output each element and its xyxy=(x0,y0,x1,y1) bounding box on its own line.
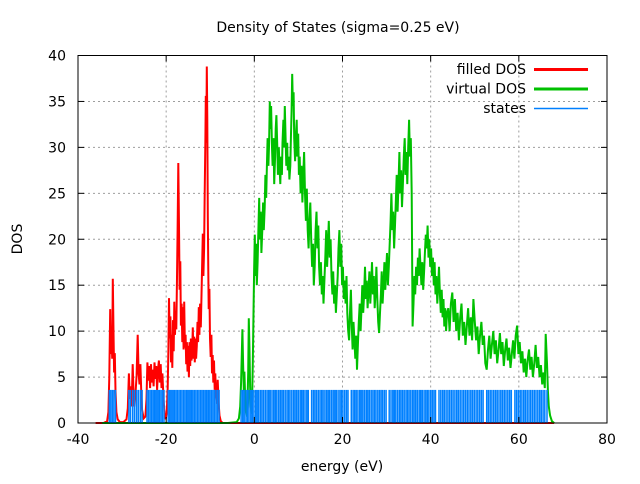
legend-item-states: states xyxy=(483,101,588,117)
states-impulses xyxy=(108,389,548,423)
y-tick-label: 20 xyxy=(48,232,66,248)
y-tick-label: 25 xyxy=(48,186,66,202)
y-tick-label: 30 xyxy=(48,140,66,156)
y-axis-label: DOS xyxy=(10,224,26,255)
x-tick-label: 60 xyxy=(510,432,528,448)
legend: filled DOS virtual DOS states xyxy=(446,62,588,117)
x-tick-label: -40 xyxy=(67,432,90,448)
y-tick-label: 40 xyxy=(48,49,66,65)
legend-label-filled-dos: filled DOS xyxy=(457,62,526,78)
y-tick-label: 35 xyxy=(48,94,66,110)
chart-title: Density of States (sigma=0.25 eV) xyxy=(216,20,459,36)
legend-item-virtual-dos: virtual DOS xyxy=(446,82,588,98)
x-tick-label: 20 xyxy=(334,432,352,448)
y-tick-label: 10 xyxy=(48,324,66,340)
x-tick-label: 40 xyxy=(422,432,440,448)
virtual-dos-curve xyxy=(102,73,555,424)
legend-label-virtual-dos: virtual DOS xyxy=(446,82,526,98)
axes: -40 -20 0 20 40 60 80 0 5 10 15 20 25 30 35 40 xyxy=(48,49,616,449)
grid xyxy=(78,55,607,423)
legend-item-filled-dos: filled DOS xyxy=(457,62,588,78)
filled-dos-curve xyxy=(95,66,555,424)
y-tick-label: 0 xyxy=(57,416,66,432)
x-tick-label: -20 xyxy=(155,432,178,448)
y-tick-label: 5 xyxy=(57,370,66,386)
x-tick-label: 80 xyxy=(598,432,616,448)
x-tick-label: 0 xyxy=(250,432,259,448)
legend-label-states: states xyxy=(483,101,526,117)
y-tick-label: 15 xyxy=(48,278,66,294)
curves xyxy=(95,66,555,424)
x-axis-label: energy (eV) xyxy=(301,459,383,475)
